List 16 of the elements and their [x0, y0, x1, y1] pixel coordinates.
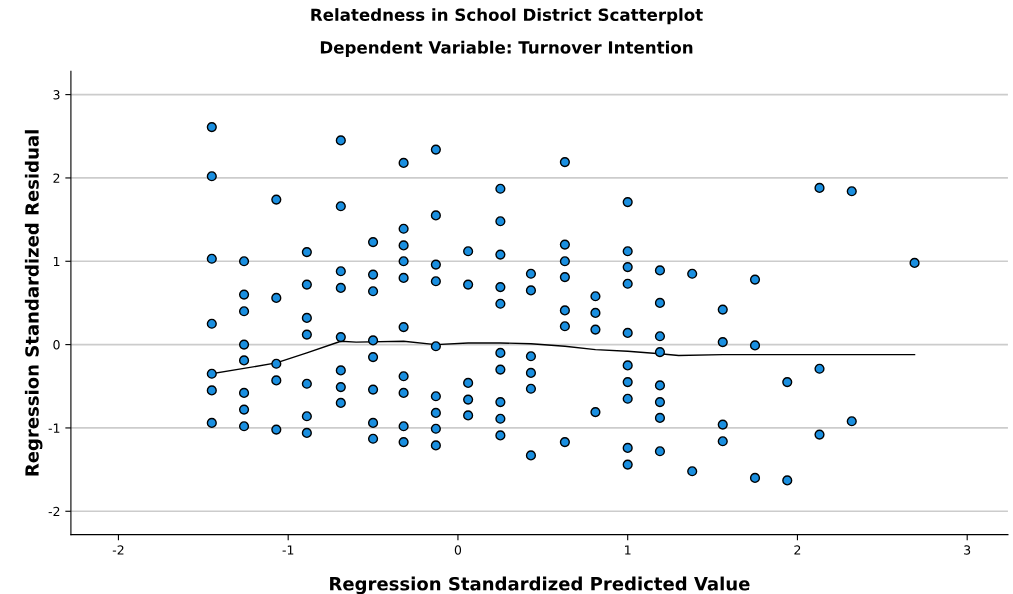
y-tick-label: -2: [48, 506, 60, 517]
y-tick-label: 2: [53, 173, 60, 183]
x-tick-label: -1: [282, 545, 294, 555]
y-tick-label: 1: [53, 256, 60, 267]
y-tick-label: -1: [48, 423, 60, 433]
chart-title: Relatedness in School District Scatterplot: [311, 8, 703, 25]
x-tick-label: 1: [625, 545, 631, 555]
x-tick-label: -2: [112, 545, 124, 555]
y-tick-label: 0: [53, 340, 60, 350]
x-tick-label: 3: [964, 545, 971, 555]
x-tick-label: 0: [454, 545, 462, 555]
x-axis-title: Regression Standardized Predicted Value: [330, 576, 750, 594]
y-axis-title: Regression Standardized Residual: [24, 130, 43, 476]
chart-subtitle: Dependent Variable: Turnover Intention: [320, 40, 693, 57]
x-tick-label: 2: [794, 545, 801, 555]
y-tick-label: 3: [53, 90, 60, 100]
